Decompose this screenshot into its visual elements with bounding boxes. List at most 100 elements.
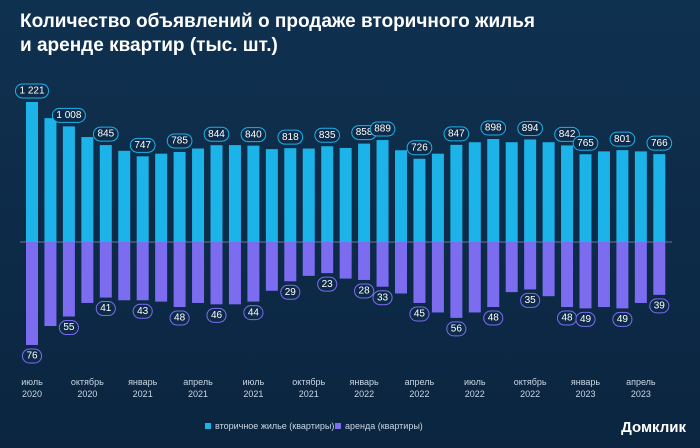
data-label: 847 xyxy=(448,128,465,139)
bar xyxy=(118,150,131,242)
bar xyxy=(44,242,57,327)
bar xyxy=(616,242,629,309)
bar xyxy=(524,242,537,290)
bar xyxy=(99,242,112,298)
legend-swatch xyxy=(205,423,211,429)
label-box xyxy=(369,121,396,137)
x-tick-label: апрель 2022 xyxy=(404,377,435,399)
bar xyxy=(173,242,186,308)
bar xyxy=(579,242,592,309)
label-box xyxy=(58,320,79,336)
data-label: 55 xyxy=(63,322,75,333)
label-box xyxy=(354,283,375,299)
x-tick-label: июль 2022 xyxy=(464,377,486,399)
bar xyxy=(339,147,352,242)
data-label: 801 xyxy=(614,134,631,145)
bar xyxy=(413,158,426,242)
bar xyxy=(431,242,444,313)
bar xyxy=(358,143,371,242)
label-box xyxy=(317,276,338,292)
data-label: 898 xyxy=(485,123,502,134)
label-box xyxy=(612,311,633,327)
bar xyxy=(358,242,371,280)
bar xyxy=(26,242,38,345)
bar xyxy=(561,242,574,308)
bar xyxy=(192,148,205,242)
x-tick-label: апрель 2021 xyxy=(183,377,213,399)
bar xyxy=(44,118,57,242)
bar xyxy=(524,139,537,242)
bar xyxy=(81,137,94,242)
bar xyxy=(228,242,241,305)
label-box xyxy=(609,131,636,147)
data-label: 858 xyxy=(356,127,373,138)
bar xyxy=(265,242,278,291)
data-label: 39 xyxy=(654,300,666,311)
bar xyxy=(155,242,168,302)
data-label: 46 xyxy=(211,310,223,321)
label-box xyxy=(372,290,393,306)
data-label: 889 xyxy=(374,124,391,135)
bar xyxy=(616,150,629,242)
x-tick-label: январь 2023 xyxy=(570,377,601,399)
data-label: 28 xyxy=(359,286,371,297)
bar xyxy=(302,148,315,242)
bar xyxy=(653,154,666,242)
data-label: 818 xyxy=(282,132,299,143)
x-tick-label: январь 2022 xyxy=(349,377,379,399)
bar xyxy=(155,153,168,242)
label-box xyxy=(92,126,119,142)
x-tick-label: октябрь 2021 xyxy=(292,377,326,399)
label-box xyxy=(169,310,190,326)
legend-label: вторичное жилье (квартиры) xyxy=(215,421,335,431)
data-label: 726 xyxy=(411,142,428,153)
bar xyxy=(62,242,75,317)
bar xyxy=(431,153,444,242)
label-box xyxy=(14,83,50,99)
label-box xyxy=(406,140,433,156)
label-box xyxy=(166,133,193,149)
x-tick-label: апрель 2023 xyxy=(626,377,656,399)
data-label: 44 xyxy=(248,307,260,318)
label-box xyxy=(206,307,227,323)
label-box xyxy=(280,284,301,300)
label-box xyxy=(314,127,341,143)
label-box xyxy=(649,298,670,314)
x-tick-label: июль 2020 xyxy=(21,377,43,399)
label-box xyxy=(446,321,467,337)
data-label: 765 xyxy=(577,138,594,149)
data-label: 41 xyxy=(100,303,112,314)
bar xyxy=(468,142,481,242)
data-label: 76 xyxy=(26,351,38,362)
x-tick-label: июль 2021 xyxy=(242,377,265,399)
data-label: 48 xyxy=(488,313,500,324)
bar xyxy=(450,144,463,242)
data-label: 1 008 xyxy=(56,110,81,121)
label-box xyxy=(240,127,267,143)
bar xyxy=(81,242,94,303)
bar xyxy=(302,242,315,276)
data-label: 45 xyxy=(414,309,426,320)
bar xyxy=(487,242,500,308)
label-box xyxy=(646,135,673,151)
bar xyxy=(339,242,352,279)
bar xyxy=(192,242,205,303)
label-box xyxy=(277,129,304,145)
data-label: 766 xyxy=(651,138,668,149)
label-box xyxy=(517,120,543,136)
bar xyxy=(284,148,297,242)
bar xyxy=(542,242,555,297)
data-label: 1 221 xyxy=(19,86,44,97)
data-label: 56 xyxy=(451,324,463,335)
legend-swatch xyxy=(335,423,341,429)
data-label: 747 xyxy=(134,140,151,151)
data-label: 23 xyxy=(322,279,334,290)
data-label: 844 xyxy=(208,129,225,140)
label-box xyxy=(520,292,541,308)
bar xyxy=(395,242,407,294)
data-label: 35 xyxy=(525,295,537,306)
bar xyxy=(579,154,592,242)
bar xyxy=(247,145,260,242)
